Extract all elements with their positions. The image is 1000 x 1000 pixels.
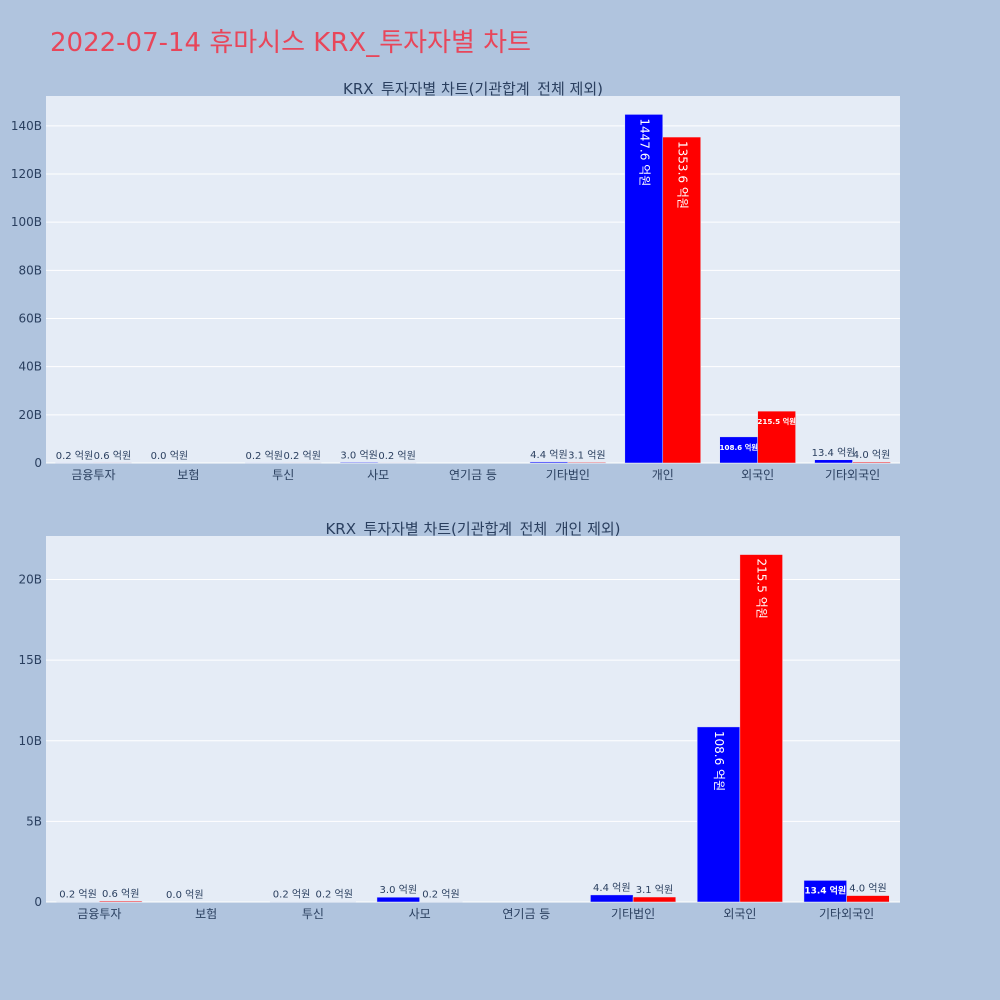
x-tick-label: 사모 [367,468,389,482]
y-tick-label: 15B [18,653,42,667]
sell-bar [757,410,796,464]
bar-value-label: 3.1 억원 [568,449,605,461]
bar-value-label: 0.0 억원 [166,889,203,901]
buy-bar [624,114,664,464]
x-tick-label: 기타외국인 [819,907,874,921]
y-tick-label: 60B [18,312,42,326]
x-tick-label: 투신 [302,907,324,921]
x-tick-label: 보험 [177,468,199,482]
x-tick-label: 연기금 등 [449,468,497,482]
x-tick-label: 투신 [272,468,294,482]
buy-bar [376,896,420,903]
bar-value-label: 1353.6 억원 [675,141,689,209]
bar-value-label: 4.4 억원 [530,449,567,461]
y-tick-label: 20B [18,573,42,587]
y-tick-label: 140B [11,119,42,133]
bar-value-label: 0.2 억원 [378,450,415,462]
chart-title: KRX_투자자별 차트(기관합계_전체_개인 제외) [325,520,620,539]
bar-value-label: 3.0 억원 [380,884,417,896]
page-title: 2022-07-14 휴마시스 KRX_투자자별 차트 [50,28,532,58]
sell-bar [632,896,677,903]
bar-value-label: 215.5 억원 [755,559,769,619]
chart-institution-excluded: KRX_투자자별 차트(기관합계_전체 제외) 0 20B 40B 60B 80B 100B… [11,80,900,482]
y-tick-label: 10B [18,734,42,748]
x-tick-label: 기타외국인 [825,468,880,482]
sell-bar [846,895,890,903]
y-tick-label: 0 [34,895,42,909]
sell-bar [567,462,607,464]
x-tick-label: 기타법인 [546,468,590,482]
bar-value-label: 0.2 억원 [56,450,93,462]
y-tick-label: 20B [18,408,42,422]
bar-value-label: 3.1 억원 [636,884,673,896]
x-tick-label: 외국인 [723,907,756,921]
x-tick-label: 개인 [652,468,674,482]
bar-value-label: 0.6 억원 [102,888,139,900]
bar-value-label: 13.4 억원 [812,447,856,459]
bar-value-label: 0.2 억원 [59,889,96,901]
y-tick-label: 80B [18,263,42,277]
y-tick-label: 40B [18,360,42,374]
x-tick-label: 사모 [409,907,431,921]
bar-value-label: 4.4 억원 [593,882,630,894]
y-tick-label: 5B [26,814,42,828]
bar-value-label: 4.0 억원 [853,449,890,461]
chart-title: KRX_투자자별 차트(기관합계_전체 제외) [343,80,603,99]
y-tick-label: 0 [34,456,42,470]
chart-institution-individual-excluded: KRX_투자자별 차트(기관합계_전체_개인 제외) 0 5B 10B 15B 20B 금융… [18,520,900,921]
buy-bar [339,462,379,464]
buy-bar [590,894,634,903]
bar-value-label: 108.6 억원 [719,443,757,452]
bar-value-label: 0.2 억원 [315,889,352,901]
x-tick-label: 금융투자 [71,468,115,482]
bar-value-label: 1447.6 억원 [637,118,651,186]
sell-bar [852,461,891,464]
y-tick-label: 100B [11,215,42,229]
buy-bar [803,880,847,903]
bar-value-label: 3.0 억원 [340,449,377,461]
x-tick-label: 보험 [195,907,217,921]
x-tick-label: 외국인 [741,468,774,482]
sell-bar [739,554,783,903]
bar-value-label: 0.6 억원 [94,450,131,462]
bar-value-label: 0.2 억원 [246,450,283,462]
x-tick-label: 연기금 등 [502,907,550,921]
bar-value-label: 0.2 억원 [273,889,310,901]
x-tick-label: 기타법인 [611,907,655,921]
bar-value-label: 0.2 억원 [283,450,320,462]
bar-value-label: 215.5 억원 [757,417,795,426]
x-tick-label: 금융투자 [77,907,121,921]
plot-area [46,96,900,463]
buy-bar [696,726,741,903]
y-tick-label: 120B [11,167,42,181]
buy-bar [529,461,569,464]
sell-bar [662,136,701,464]
buy-bar [814,459,853,464]
sell-bar [99,900,143,903]
bar-value-label: 4.0 억원 [849,883,886,895]
bar-value-label: 0.0 억원 [151,450,188,462]
bar-value-label: 0.2 억원 [422,889,459,901]
bar-value-label: 108.6 억원 [712,731,726,791]
bar-value-label: 13.4 억원 [804,884,846,896]
